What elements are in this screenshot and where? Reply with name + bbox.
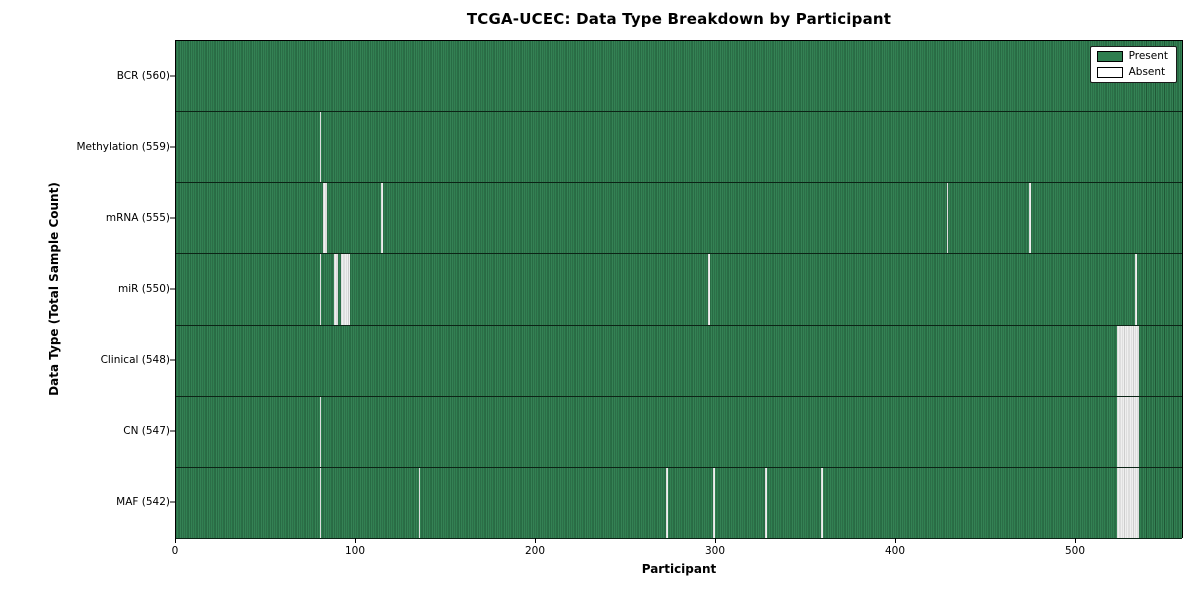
absent-block bbox=[946, 183, 949, 254]
y-tick-label-bcr: BCR (560) bbox=[116, 69, 170, 82]
absent-block bbox=[1117, 325, 1139, 396]
absent-block bbox=[1117, 467, 1139, 538]
absent-block bbox=[1117, 396, 1139, 467]
absent-block bbox=[1029, 183, 1032, 254]
y-tick-mark bbox=[170, 217, 175, 219]
absent-block bbox=[334, 254, 338, 325]
y-tick-label-methylation: Methylation (559) bbox=[76, 140, 170, 153]
y-tick-mark bbox=[170, 359, 175, 361]
x-tick-mark bbox=[895, 538, 896, 543]
heatmap-row-mrna bbox=[176, 183, 1182, 255]
x-tick-label-500: 500 bbox=[1064, 545, 1086, 557]
absent-block bbox=[666, 467, 669, 538]
heatmap-row-maf bbox=[176, 467, 1182, 539]
y-tick-label-cn: CN (547) bbox=[123, 425, 170, 438]
y-tick-mark bbox=[170, 75, 175, 77]
absent-block bbox=[319, 396, 322, 467]
heatmap-row-mir bbox=[176, 254, 1182, 326]
legend-present-label: Present bbox=[1128, 50, 1168, 62]
x-axis-label: Participant bbox=[641, 562, 717, 576]
legend-item-absent: Absent bbox=[1096, 66, 1168, 78]
y-tick-mark bbox=[170, 430, 175, 432]
absent-block bbox=[713, 467, 715, 538]
absent-block bbox=[1135, 254, 1138, 325]
absent-block bbox=[323, 183, 327, 254]
y-tick-mark bbox=[170, 501, 175, 503]
plot-area: Present Absent bbox=[175, 40, 1183, 539]
absent-block bbox=[319, 254, 322, 325]
heatmap-row-cn bbox=[176, 396, 1182, 468]
absent-block bbox=[707, 254, 710, 325]
heatmap-row-clinical bbox=[176, 325, 1182, 397]
y-tick-label-mrna: mRNA (555) bbox=[105, 211, 170, 224]
absent-block bbox=[380, 183, 383, 254]
absent-block bbox=[820, 467, 823, 538]
legend: Present Absent bbox=[1089, 46, 1177, 83]
x-tick-label-300: 300 bbox=[704, 545, 726, 557]
heatmap-row-methylation bbox=[176, 112, 1182, 184]
legend-present-swatch bbox=[1096, 51, 1123, 62]
y-tick-label-clinical: Clinical (548) bbox=[100, 354, 170, 367]
x-tick-mark bbox=[355, 538, 356, 543]
y-tick-mark bbox=[170, 146, 175, 148]
y-axis-label: Data Type (Total Sample Count) bbox=[47, 182, 61, 396]
absent-block bbox=[341, 254, 351, 325]
x-tick-label-400: 400 bbox=[884, 545, 906, 557]
absent-block bbox=[765, 467, 767, 538]
x-tick-mark bbox=[715, 538, 716, 543]
heatmap-row-bcr bbox=[176, 41, 1182, 113]
x-tick-mark bbox=[535, 538, 536, 543]
x-tick-mark bbox=[1075, 538, 1076, 543]
chart-title: TCGA-UCEC: Data Type Breakdown by Partic… bbox=[466, 10, 892, 28]
absent-block bbox=[319, 467, 322, 538]
y-tick-label-maf: MAF (542) bbox=[116, 496, 170, 509]
x-tick-mark bbox=[175, 538, 176, 543]
x-tick-label-100: 100 bbox=[344, 545, 366, 557]
legend-absent-label: Absent bbox=[1128, 66, 1166, 78]
x-tick-label-200: 200 bbox=[524, 545, 546, 557]
absent-block bbox=[319, 112, 322, 183]
legend-absent-swatch bbox=[1096, 67, 1123, 78]
absent-block bbox=[418, 467, 421, 538]
y-tick-label-mir: miR (550) bbox=[117, 283, 170, 295]
legend-item-present: Present bbox=[1096, 50, 1168, 62]
y-tick-mark bbox=[170, 288, 175, 290]
x-tick-label-0: 0 bbox=[171, 545, 179, 557]
